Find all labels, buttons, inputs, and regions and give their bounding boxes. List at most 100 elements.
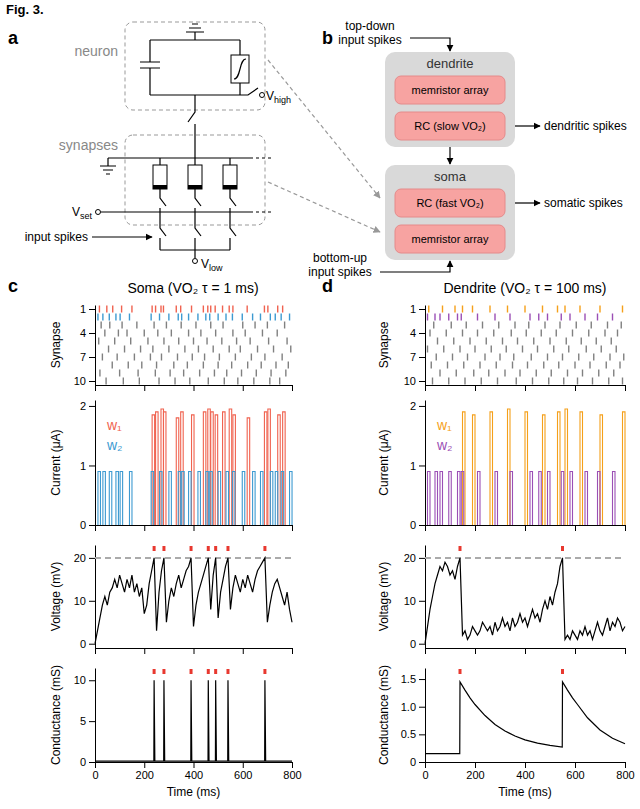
spike-tick bbox=[289, 314, 290, 321]
y-tick: 10 bbox=[74, 595, 95, 607]
spike-tick bbox=[114, 338, 115, 345]
spike-tick bbox=[477, 330, 478, 337]
y-tick-label: 0 bbox=[410, 638, 416, 650]
spike-tick bbox=[608, 378, 609, 385]
spike-tick bbox=[562, 354, 563, 361]
spike-tick bbox=[473, 370, 474, 377]
spike-tick bbox=[612, 314, 613, 321]
current-pulse bbox=[270, 471, 273, 525]
spike-tick bbox=[153, 322, 154, 329]
spike-tick bbox=[229, 306, 230, 313]
plot-area bbox=[428, 306, 624, 385]
wire bbox=[150, 39, 240, 40]
spike-marker bbox=[561, 669, 564, 674]
y-tick-label: 0 bbox=[410, 756, 416, 768]
spike-tick bbox=[161, 354, 162, 361]
arrow bbox=[515, 202, 540, 203]
voltage-sub: set bbox=[80, 211, 93, 221]
dendrite-title: dendrite bbox=[427, 56, 474, 71]
x-tick-mark bbox=[243, 648, 244, 654]
x-tick-mark bbox=[243, 762, 244, 768]
y-axis: 14710 bbox=[404, 303, 426, 387]
memristor bbox=[223, 165, 237, 189]
spike-tick bbox=[512, 362, 513, 369]
current-pulse bbox=[558, 412, 561, 525]
input-label: bottom-up bbox=[313, 251, 367, 265]
current-pulse bbox=[461, 471, 464, 525]
x-tick: 600 bbox=[566, 762, 584, 781]
current-pulse bbox=[211, 412, 214, 525]
x-tick-mark bbox=[525, 762, 526, 768]
current-pulse bbox=[435, 471, 438, 525]
spike-tick bbox=[516, 378, 517, 385]
spike-tick bbox=[592, 378, 593, 385]
x-tick: 800 bbox=[283, 762, 301, 781]
x-tick bbox=[292, 525, 293, 531]
current-pulse bbox=[281, 471, 284, 525]
spike-tick bbox=[553, 346, 554, 353]
spike-tick bbox=[578, 354, 579, 361]
y-tick-mark bbox=[419, 734, 425, 735]
x-tick bbox=[575, 648, 576, 654]
x-tick-mark bbox=[525, 648, 526, 654]
memristor-band bbox=[223, 185, 237, 189]
current-pulse bbox=[539, 471, 542, 525]
y-tick-label: 1 bbox=[80, 303, 86, 315]
current-pulse bbox=[525, 412, 528, 525]
spike-tick bbox=[442, 306, 443, 313]
y-tick-label: 0 bbox=[410, 519, 416, 531]
spike-tick bbox=[222, 306, 223, 313]
x-tick-label: 200 bbox=[466, 769, 484, 781]
voltage-main: V bbox=[201, 257, 209, 271]
spike-tick bbox=[533, 338, 534, 345]
wire bbox=[250, 157, 272, 158]
spike-tick bbox=[623, 354, 624, 361]
x-axis bbox=[426, 525, 626, 531]
spike-tick bbox=[538, 314, 539, 321]
spike-tick bbox=[443, 346, 444, 353]
y-tick-mark bbox=[419, 644, 425, 645]
spike-tick bbox=[256, 370, 257, 377]
x-tick bbox=[525, 525, 526, 531]
spike-tick bbox=[235, 354, 236, 361]
vo2-device bbox=[231, 55, 249, 83]
spike-tick bbox=[181, 314, 182, 321]
current-pulse bbox=[120, 471, 123, 525]
x-axis bbox=[426, 385, 626, 391]
y-axis-title: Conductance (mS) bbox=[49, 665, 63, 765]
x-tick-mark bbox=[194, 648, 195, 654]
y-tick: 10 bbox=[404, 375, 425, 387]
synapses-label: synapses bbox=[59, 137, 118, 153]
diagram-b: btop-downinput spikesdendritememristor a… bbox=[308, 19, 626, 279]
spike-tick bbox=[474, 346, 475, 353]
y-axis-line bbox=[425, 669, 426, 763]
x-axis bbox=[96, 385, 293, 391]
spike-tick bbox=[224, 378, 225, 385]
x-tick-mark bbox=[625, 525, 626, 531]
y-tick: 0 bbox=[80, 519, 95, 531]
spike-tick bbox=[499, 354, 500, 361]
spike-tick bbox=[439, 370, 440, 377]
spike-tick bbox=[564, 306, 565, 313]
spike-tick bbox=[210, 322, 211, 329]
spike-tick bbox=[267, 322, 268, 329]
plot-area bbox=[428, 409, 626, 525]
y-tick: 10 bbox=[404, 595, 425, 607]
spike-tick bbox=[484, 354, 485, 361]
y-axis: 01020 bbox=[404, 546, 426, 650]
legend-entry: w₂ bbox=[436, 437, 453, 453]
spike-tick bbox=[541, 330, 542, 337]
y-tick: 1.0 bbox=[401, 701, 425, 713]
spike-tick bbox=[212, 346, 213, 353]
current-pulse bbox=[623, 412, 626, 525]
switch bbox=[195, 189, 201, 212]
x-tick-mark bbox=[292, 525, 293, 531]
dendrite-box bbox=[385, 52, 515, 147]
spike-tick bbox=[187, 362, 188, 369]
spike-tick bbox=[206, 338, 207, 345]
component-box bbox=[395, 189, 505, 217]
spike-tick bbox=[141, 362, 142, 369]
y-axis-line bbox=[95, 401, 96, 526]
current-pulse bbox=[580, 412, 583, 525]
y-tick-label: 1 bbox=[410, 459, 416, 471]
